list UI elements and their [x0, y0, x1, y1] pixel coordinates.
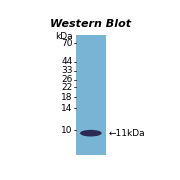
- Text: 70: 70: [61, 39, 73, 48]
- Text: 10: 10: [61, 126, 73, 135]
- Text: 14: 14: [61, 104, 73, 113]
- Text: 18: 18: [61, 93, 73, 102]
- Text: 44: 44: [62, 57, 73, 66]
- Text: ←11kDa: ←11kDa: [109, 129, 146, 138]
- Bar: [76, 35, 106, 155]
- Text: 26: 26: [61, 75, 73, 84]
- Text: kDa: kDa: [55, 32, 73, 41]
- Text: Western Blot: Western Blot: [50, 19, 131, 28]
- Text: 22: 22: [62, 83, 73, 92]
- Ellipse shape: [80, 130, 102, 136]
- Text: 33: 33: [61, 66, 73, 75]
